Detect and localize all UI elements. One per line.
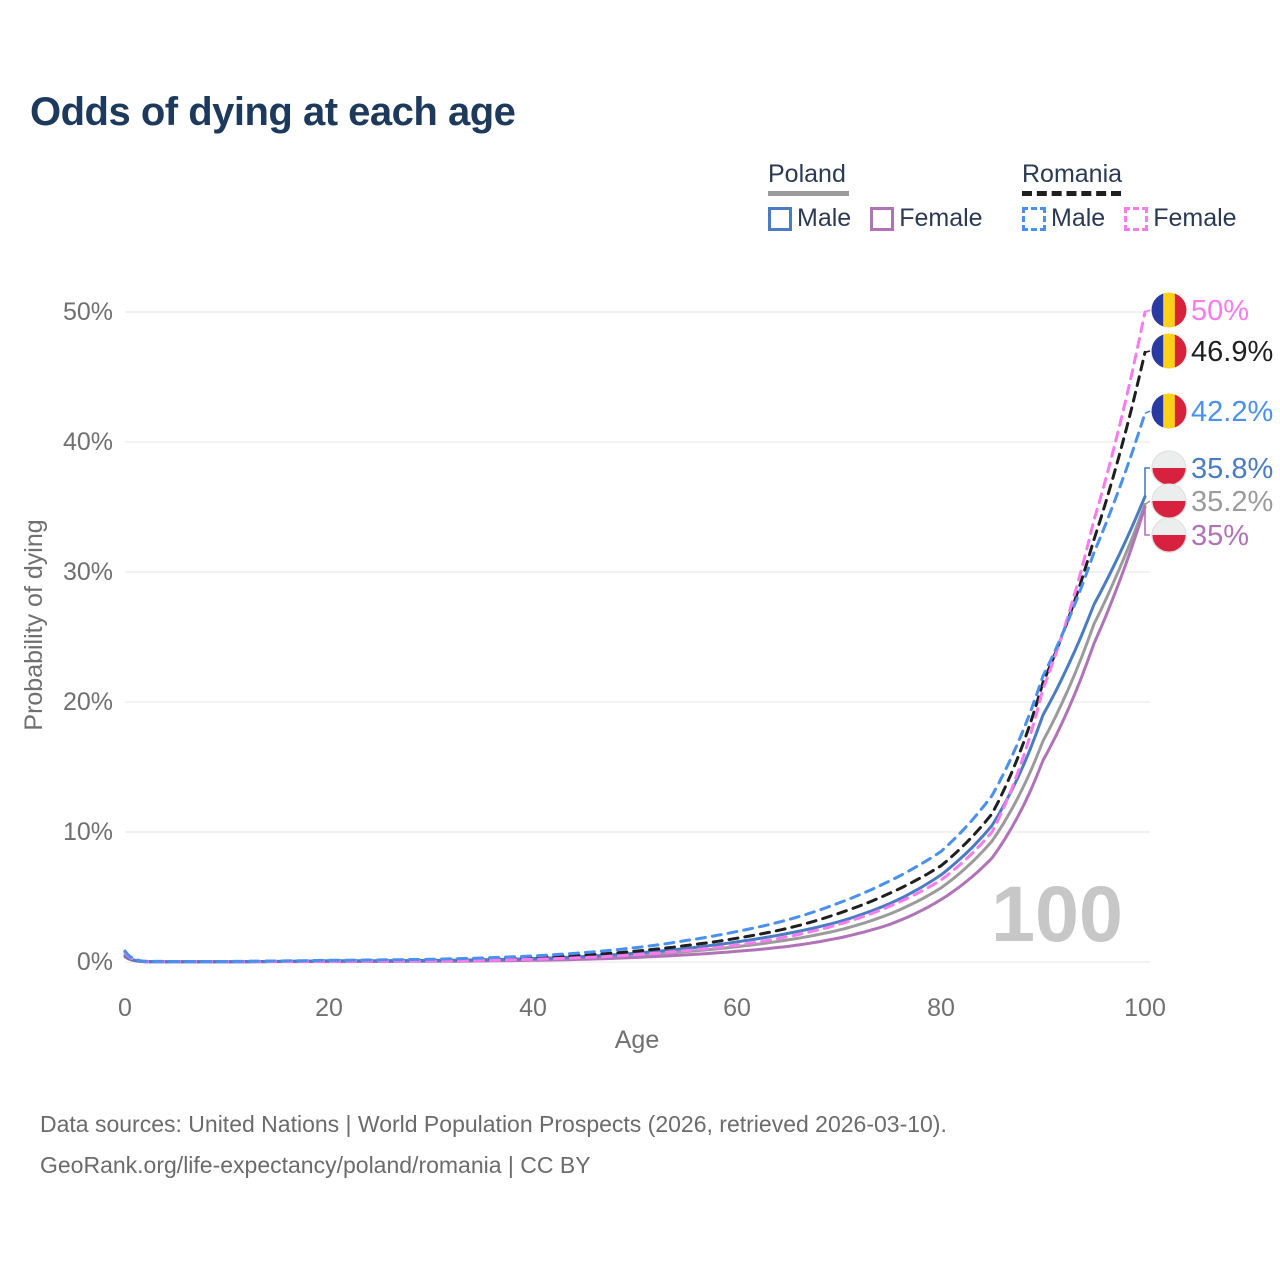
label-connector-poland-female: [1144, 507, 1150, 536]
romania-female-swatch-icon[interactable]: [1124, 206, 1149, 231]
end-label-poland-male: 35.8%: [1191, 453, 1273, 485]
chart-title: Odds of dying at each age: [30, 90, 516, 134]
legend-country-poland[interactable]: Poland: [768, 160, 846, 188]
label-connector-romania-total: [1144, 350, 1151, 354]
poland-male-swatch-icon[interactable]: [768, 206, 792, 231]
romania-total-line-swatch: [1022, 191, 1121, 196]
y-tick-label: 30%: [63, 558, 113, 586]
legend-group-poland: Poland Male Female: [768, 160, 1002, 233]
series-line-romania-female[interactable]: [123, 310, 1147, 964]
x-axis-title: Age: [615, 1026, 659, 1054]
romania-flag-icon: [1151, 292, 1187, 328]
footer-source-line: Data sources: United Nations | World Pop…: [40, 1111, 947, 1137]
end-label-poland-female: 35%: [1191, 520, 1249, 552]
legend-item-poland-male[interactable]: Male: [768, 204, 851, 233]
x-tick-label: 100: [1124, 994, 1166, 1022]
age-watermark: 100: [991, 869, 1123, 958]
poland-female-swatch-icon[interactable]: [870, 206, 895, 231]
end-label-romania-total: 46.9%: [1191, 336, 1273, 368]
romania-flag-icon: [1151, 393, 1187, 429]
label-connector-poland-male: [1144, 467, 1150, 497]
end-label-romania-female: 50%: [1191, 295, 1249, 327]
x-tick-label: 40: [519, 994, 547, 1022]
x-tick-label: 80: [927, 994, 955, 1022]
y-tick-label: 20%: [63, 688, 113, 716]
series-group: [123, 310, 1147, 964]
x-tick-label: 60: [723, 994, 751, 1022]
legend-country-romania[interactable]: Romania: [1022, 160, 1123, 188]
end-label-romania-male: 42.2%: [1191, 396, 1273, 428]
poland-flag-icon: [1151, 483, 1187, 519]
label-connector-poland-total: [1144, 500, 1151, 506]
series-line-romania-male[interactable]: [123, 411, 1147, 963]
legend-group-romania: Romania Male Female: [1022, 160, 1256, 233]
poland-flag-icon: [1151, 450, 1187, 486]
label-connector-romania-male: [1144, 410, 1151, 415]
romania-male-swatch-icon[interactable]: [1022, 206, 1046, 231]
legend-item-romania-male[interactable]: Male: [1022, 204, 1105, 233]
y-tick-label: 40%: [63, 428, 113, 456]
romania-male-label[interactable]: Male: [1051, 204, 1106, 232]
romania-female-label[interactable]: Female: [1153, 204, 1237, 232]
y-tick-label: 50%: [63, 298, 113, 326]
legend-item-poland-female[interactable]: Female: [870, 204, 983, 233]
romania-flag-icon: [1151, 333, 1187, 369]
label-connector-romania-female: [1144, 309, 1151, 313]
y-tick-label: 0%: [77, 948, 113, 976]
y-axis-title: Probability of dying: [20, 519, 48, 730]
footer: Data sources: United Nations | World Pop…: [40, 1104, 947, 1186]
legend-item-romania-female[interactable]: Female: [1124, 204, 1237, 233]
poland-female-label[interactable]: Female: [899, 204, 983, 232]
legend-items-romania: Male Female: [1022, 204, 1256, 233]
footer-license-line: GeoRank.org/life-expectancy/poland/roman…: [40, 1152, 591, 1178]
poland-total-line-swatch: [768, 191, 849, 196]
y-tick-label: 10%: [63, 818, 113, 846]
poland-male-label[interactable]: Male: [797, 204, 852, 232]
x-tick-label: 20: [315, 994, 343, 1022]
end-label-poland-total: 35.2%: [1191, 486, 1273, 518]
poland-flag-icon: [1151, 517, 1187, 553]
gridlines-group: 0% 10% 20% 30% 40% 50% 0 20 40 60 80 100: [63, 298, 1166, 1022]
end-annotations-group: 50% 46.9% 42.2% 35.8%35.2%35%: [1144, 292, 1273, 553]
x-tick-label: 0: [118, 994, 132, 1022]
legend-items-poland: Male Female: [768, 204, 1002, 233]
